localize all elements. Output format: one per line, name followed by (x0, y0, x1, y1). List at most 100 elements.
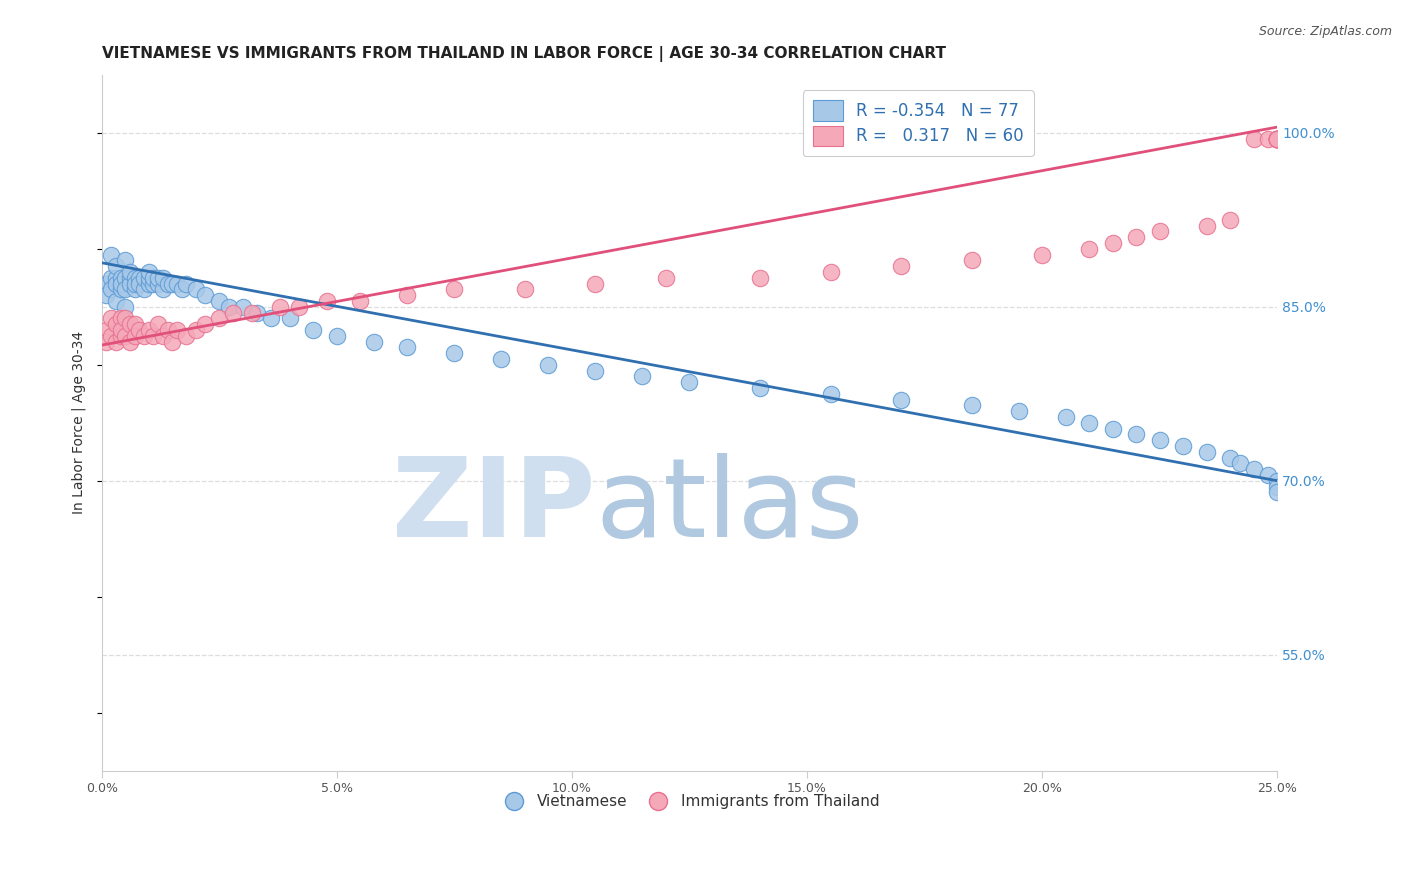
Point (246, 305, 269, 319)
Point (513, 282, 536, 296)
Point (1031, 247, 1053, 261)
Point (110, 328, 132, 343)
Point (288, 300, 311, 314)
Point (128, 270, 150, 285)
Point (1265, 485, 1288, 500)
Point (208, 311, 231, 326)
Point (1219, 450, 1241, 465)
Point (194, 317, 217, 331)
Point (491, 351, 513, 366)
Point (1125, 427, 1147, 442)
Point (1257, 467, 1279, 482)
Legend: Vietnamese, Immigrants from Thailand: Vietnamese, Immigrants from Thailand (494, 788, 886, 815)
Point (114, 282, 136, 296)
Point (128, 277, 150, 291)
Point (890, 259, 912, 273)
Point (114, 328, 136, 343)
Point (118, 277, 141, 291)
Point (316, 293, 339, 308)
Point (110, 282, 132, 296)
Point (132, 270, 155, 285)
Point (110, 277, 132, 291)
Point (170, 282, 193, 296)
Point (142, 328, 165, 343)
Point (820, 386, 842, 401)
Point (96, 288, 118, 302)
Point (128, 323, 150, 337)
Point (443, 282, 465, 296)
Point (162, 334, 184, 349)
Point (96, 277, 118, 291)
Point (1265, 131, 1288, 145)
Point (240, 305, 263, 319)
Point (96, 323, 118, 337)
Point (104, 317, 127, 331)
Point (1257, 131, 1279, 145)
Point (820, 265, 842, 279)
Point (443, 346, 465, 360)
Point (104, 293, 127, 308)
Point (960, 398, 983, 412)
Point (1265, 131, 1288, 145)
Point (110, 311, 132, 326)
Point (1265, 131, 1288, 145)
Point (100, 270, 122, 285)
Point (655, 270, 678, 285)
Point (184, 323, 207, 337)
Point (1265, 131, 1288, 145)
Point (156, 323, 179, 337)
Point (100, 311, 122, 326)
Point (218, 300, 240, 314)
Point (166, 277, 188, 291)
Point (104, 334, 127, 349)
Point (1243, 131, 1265, 145)
Point (1265, 479, 1288, 493)
Point (176, 277, 198, 291)
Point (1078, 242, 1101, 256)
Point (890, 392, 912, 407)
Point (124, 282, 146, 296)
Point (1265, 474, 1288, 488)
Point (208, 293, 231, 308)
Point (118, 270, 141, 285)
Point (156, 277, 179, 291)
Point (176, 328, 198, 343)
Point (138, 270, 160, 285)
Point (100, 328, 122, 343)
Point (118, 317, 141, 331)
Text: Source: ZipAtlas.com: Source: ZipAtlas.com (1258, 25, 1392, 38)
Point (142, 270, 165, 285)
Point (118, 334, 141, 349)
Point (162, 277, 184, 291)
Point (114, 253, 136, 268)
Point (222, 305, 245, 319)
Point (232, 300, 254, 314)
Point (1265, 131, 1288, 145)
Point (269, 300, 291, 314)
Point (110, 323, 132, 337)
Text: ZIP: ZIP (392, 453, 596, 560)
Point (1219, 212, 1241, 227)
Point (1101, 421, 1123, 435)
Point (142, 277, 165, 291)
Point (537, 358, 560, 372)
Point (104, 259, 127, 273)
Point (396, 288, 419, 302)
Text: VIETNAMESE VS IMMIGRANTS FROM THAILAND IN LABOR FORCE | AGE 30-34 CORRELATION CH: VIETNAMESE VS IMMIGRANTS FROM THAILAND I… (101, 46, 946, 62)
Point (124, 317, 146, 331)
Point (110, 270, 132, 285)
Point (1265, 131, 1288, 145)
Point (960, 253, 983, 268)
Point (146, 270, 169, 285)
Point (1101, 235, 1123, 250)
Point (1195, 219, 1218, 233)
Point (1078, 416, 1101, 430)
Point (1149, 224, 1171, 238)
Point (194, 288, 217, 302)
Point (1008, 404, 1031, 418)
Point (260, 311, 283, 326)
Point (124, 277, 146, 291)
Point (138, 265, 160, 279)
Point (1125, 230, 1147, 244)
Point (146, 277, 169, 291)
